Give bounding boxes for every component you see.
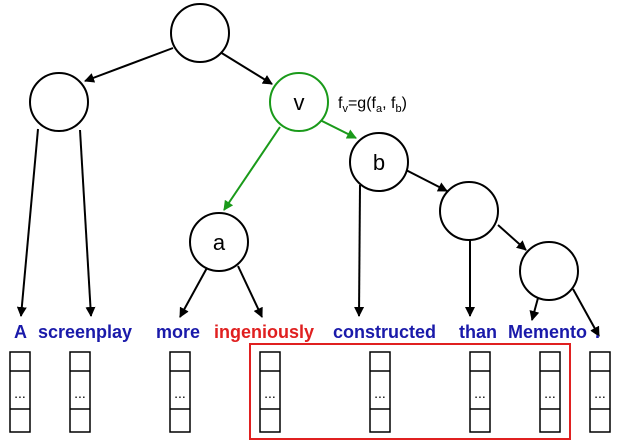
edge-a-more [179, 265, 209, 318]
edge-root-v [219, 51, 273, 85]
word-period: . [595, 322, 600, 342]
formula-sub-v: v [342, 103, 348, 115]
edge-root-left [84, 47, 174, 83]
edge-node5-memento [529, 297, 540, 321]
edge-left-A [16, 128, 39, 317]
vector-A: ... [9, 351, 31, 433]
formula-sub-a: a [376, 103, 383, 115]
word-more: more [156, 322, 200, 342]
vector-than: ... [469, 351, 491, 433]
formula-eq: =g(f [348, 95, 377, 112]
sentence-words: A screenplay more ingeniously constructe… [14, 322, 600, 342]
edge-node5-period [572, 288, 600, 337]
vector-constructed-dots: ... [374, 385, 386, 401]
word-vectors: ... ... ... ... ... [9, 351, 611, 433]
word-memento: Memento [508, 322, 587, 342]
vector-period-dots: ... [594, 385, 606, 401]
node-v-label: v [294, 90, 305, 115]
vector-memento-dots: ... [544, 385, 556, 401]
node-a-label: a [213, 230, 226, 255]
node-a [189, 212, 249, 272]
word-A: A [14, 322, 27, 342]
vector-more-dots: ... [174, 385, 186, 401]
edge-left-screenplay [79, 129, 96, 317]
word-constructed: constructed [333, 322, 436, 342]
right-lower-node [519, 241, 579, 301]
node-b [349, 132, 409, 192]
root-node [170, 3, 230, 63]
edge-b-constructed [354, 184, 365, 317]
word-screenplay: screenplay [38, 322, 132, 342]
node-v [269, 72, 329, 132]
vector-than-dots: ... [474, 385, 486, 401]
word-than: than [459, 322, 497, 342]
edge-v-b [319, 119, 357, 139]
edge-v-a [223, 126, 281, 211]
vector-screenplay-dots: ... [74, 385, 86, 401]
vector-more: ... [169, 351, 191, 433]
formula-comma: , f [382, 95, 396, 112]
phrase-highlight-box [249, 343, 571, 440]
vector-ingeniously-dots: ... [264, 385, 276, 401]
edge-node4-node5 [497, 224, 527, 251]
vector-constructed: ... [369, 351, 391, 433]
vector-memento: ... [539, 351, 561, 433]
formula-sub-b: b [395, 103, 401, 115]
left-node [29, 72, 89, 132]
edge-b-node4 [403, 168, 448, 192]
composition-formula: fv=g(fa, fb) [338, 95, 407, 115]
vector-period: ... [589, 351, 611, 433]
edge-a-ingeniously [237, 265, 263, 318]
tree-nodes [29, 3, 579, 301]
vector-screenplay: ... [69, 351, 91, 433]
right-inner-node [439, 181, 499, 241]
vector-A-dots: ... [14, 385, 26, 401]
node-b-label: b [373, 150, 385, 175]
formula-close: ) [402, 95, 407, 112]
word-ingeniously: ingeniously [214, 322, 314, 342]
vector-ingeniously: ... [259, 351, 281, 433]
formula-f: f [338, 95, 343, 112]
tree-edges [16, 47, 600, 337]
